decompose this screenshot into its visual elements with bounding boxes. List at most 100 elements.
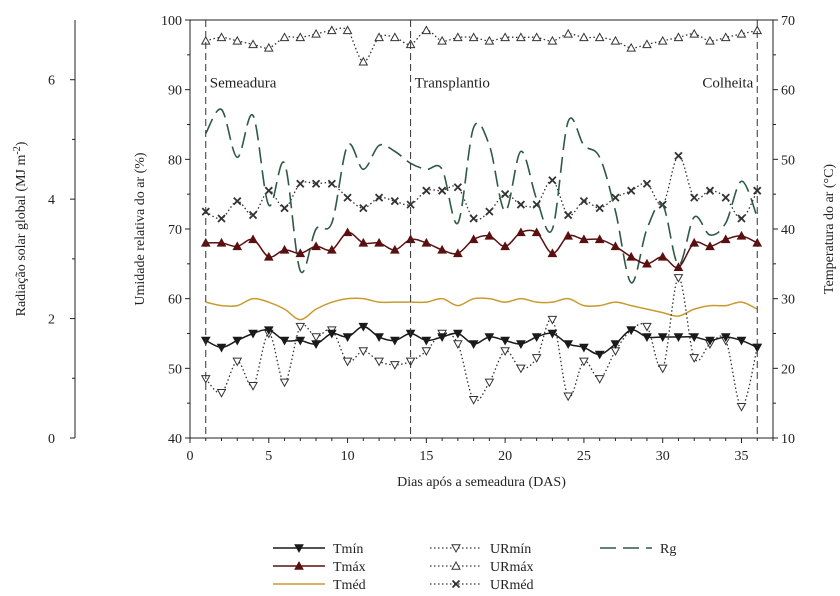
data-point-urmin: [295, 322, 306, 332]
marker-stroke: [721, 193, 730, 202]
data-point-urmed: [233, 196, 242, 206]
series-urmed: [201, 151, 762, 223]
data-point-tmin: [358, 322, 369, 332]
data-point-urmin: [547, 315, 558, 325]
data-point-urmed: [311, 179, 321, 188]
legend-item-tmax: Tmáx: [273, 560, 366, 575]
y-left-axis-label: Umidade relativa do ar (%): [133, 152, 148, 305]
data-point-tmax: [326, 244, 337, 254]
marker-stroke: [406, 200, 415, 209]
marker-stroke: [451, 579, 461, 589]
marker-stroke: [264, 186, 273, 195]
data-point-urmed: [422, 186, 431, 195]
y-left-tick-label: 90: [168, 84, 182, 99]
legend-item-urmax: URmáx: [430, 560, 534, 575]
data-point-urmax: [342, 25, 353, 35]
data-point-tmin: [736, 336, 747, 346]
data-point-urmin: [453, 340, 463, 349]
data-point-urmin: [484, 378, 495, 388]
data-point-urmed: [327, 179, 336, 188]
y-right-tick-label: 20: [781, 362, 795, 377]
data-point-urmin: [342, 357, 353, 367]
data-point-urmax: [279, 32, 290, 42]
data-point-tmax: [342, 227, 353, 237]
data-point-urmed: [453, 183, 463, 192]
data-point-tmin: [642, 333, 652, 343]
data-point-urmax: [657, 35, 668, 45]
legend-label: Rg: [660, 542, 676, 557]
data-point-urmin: [563, 392, 574, 402]
data-point-urmax: [736, 28, 747, 38]
data-point-tmax: [610, 241, 621, 251]
data-point-tmin: [673, 333, 684, 343]
data-point-urmed: [548, 176, 557, 185]
x-tick-label: 10: [341, 449, 355, 464]
x-tick-label: 15: [419, 449, 433, 464]
data-point-urmed: [264, 186, 273, 195]
data-point-urmed: [579, 196, 589, 206]
marker-stroke: [343, 193, 352, 202]
data-point-urmax: [547, 35, 558, 45]
legend-label: Tmín: [333, 542, 363, 557]
data-point-tmax: [216, 237, 227, 247]
data-point-tmin: [610, 340, 621, 349]
data-point-urmax: [610, 35, 621, 45]
data-point-urmin: [232, 357, 243, 367]
data-point-urmin: [468, 395, 479, 405]
data-point-urmax: [374, 32, 384, 42]
marker-stroke: [453, 183, 463, 192]
data-point-tmax: [736, 230, 747, 240]
data-point-tmax: [673, 262, 684, 272]
data-point-urmax: [216, 32, 227, 42]
data-point-urmed: [690, 193, 699, 202]
data-point-tmax: [311, 241, 321, 251]
data-point-urmax: [626, 42, 637, 52]
marker-stroke: [469, 214, 478, 223]
data-point-urmed: [595, 203, 604, 213]
data-point-tmax: [500, 241, 510, 251]
data-point-tmin: [484, 333, 495, 343]
x-tick-label: 30: [656, 449, 670, 464]
data-point-urmed: [359, 203, 368, 213]
data-point-tmin: [657, 333, 668, 343]
data-point-urmin: [421, 347, 432, 356]
legend-swatch-marker: [294, 560, 304, 570]
data-point-urmax: [326, 25, 337, 35]
data-point-urmed: [705, 186, 715, 195]
series-group: [200, 25, 763, 412]
data-point-urmin: [689, 354, 700, 363]
data-point-tmax: [248, 234, 258, 244]
data-point-urmin: [531, 354, 542, 363]
y-left-tick-label: 100: [161, 14, 182, 29]
x-tick-label: 35: [734, 449, 748, 464]
x-axis-label: Dias após a semeadura (DAS): [397, 475, 566, 490]
legend-label: URmáx: [490, 560, 534, 575]
data-point-urmed: [642, 179, 652, 188]
data-point-tmax: [516, 227, 526, 237]
data-point-tmin: [579, 343, 589, 353]
data-point-tmax: [389, 244, 400, 254]
data-point-urmax: [689, 28, 700, 38]
far-left-tick-label: 2: [48, 313, 55, 328]
marker-stroke: [705, 186, 715, 195]
legend-item-rg: Rg: [600, 542, 676, 557]
marker-stroke: [311, 179, 321, 188]
data-point-urmed: [343, 193, 352, 202]
data-point-urmax: [516, 32, 526, 42]
data-point-tmin: [453, 329, 463, 339]
data-point-urmax: [421, 25, 432, 35]
data-point-urmax: [232, 35, 243, 45]
data-point-tmin: [516, 340, 526, 349]
data-point-urmin: [594, 375, 605, 384]
y-right-tick-label: 30: [781, 293, 795, 308]
legend-item-urmed: URméd: [430, 578, 534, 593]
data-point-tmin: [326, 329, 337, 339]
data-point-urmax: [673, 32, 684, 42]
data-point-tmin: [279, 336, 290, 346]
data-point-urmin: [673, 274, 684, 283]
data-point-tmin: [295, 336, 306, 346]
data-point-urmin: [579, 357, 589, 367]
marker-stroke: [296, 179, 305, 188]
data-point-urmax: [468, 32, 479, 42]
